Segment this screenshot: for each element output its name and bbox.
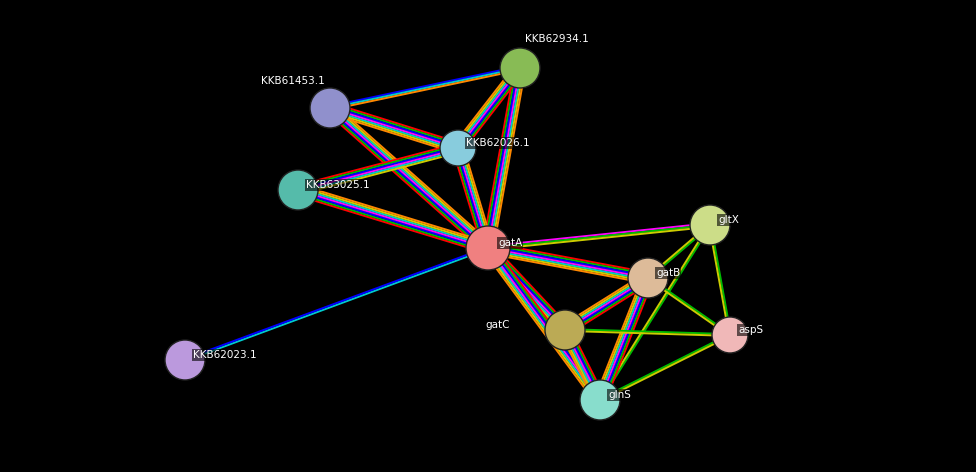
Circle shape — [500, 48, 540, 88]
Text: glnS: glnS — [608, 390, 630, 400]
Text: KKB62023.1: KKB62023.1 — [193, 350, 257, 360]
Circle shape — [278, 170, 318, 210]
Circle shape — [440, 130, 476, 166]
Circle shape — [580, 380, 620, 420]
Text: aspS: aspS — [738, 325, 763, 335]
Circle shape — [310, 88, 350, 128]
Text: gatC: gatC — [485, 320, 510, 330]
Text: KKB63025.1: KKB63025.1 — [306, 180, 370, 190]
Text: gatA: gatA — [498, 238, 522, 248]
Text: KKB62934.1: KKB62934.1 — [525, 34, 589, 44]
Text: KKB61453.1: KKB61453.1 — [262, 76, 325, 86]
Text: gatB: gatB — [656, 268, 680, 278]
Circle shape — [628, 258, 668, 298]
Circle shape — [165, 340, 205, 380]
Circle shape — [466, 226, 510, 270]
Text: KKB62026.1: KKB62026.1 — [466, 138, 530, 148]
Text: gltX: gltX — [718, 215, 739, 225]
Circle shape — [545, 310, 585, 350]
Circle shape — [712, 317, 748, 353]
Circle shape — [690, 205, 730, 245]
